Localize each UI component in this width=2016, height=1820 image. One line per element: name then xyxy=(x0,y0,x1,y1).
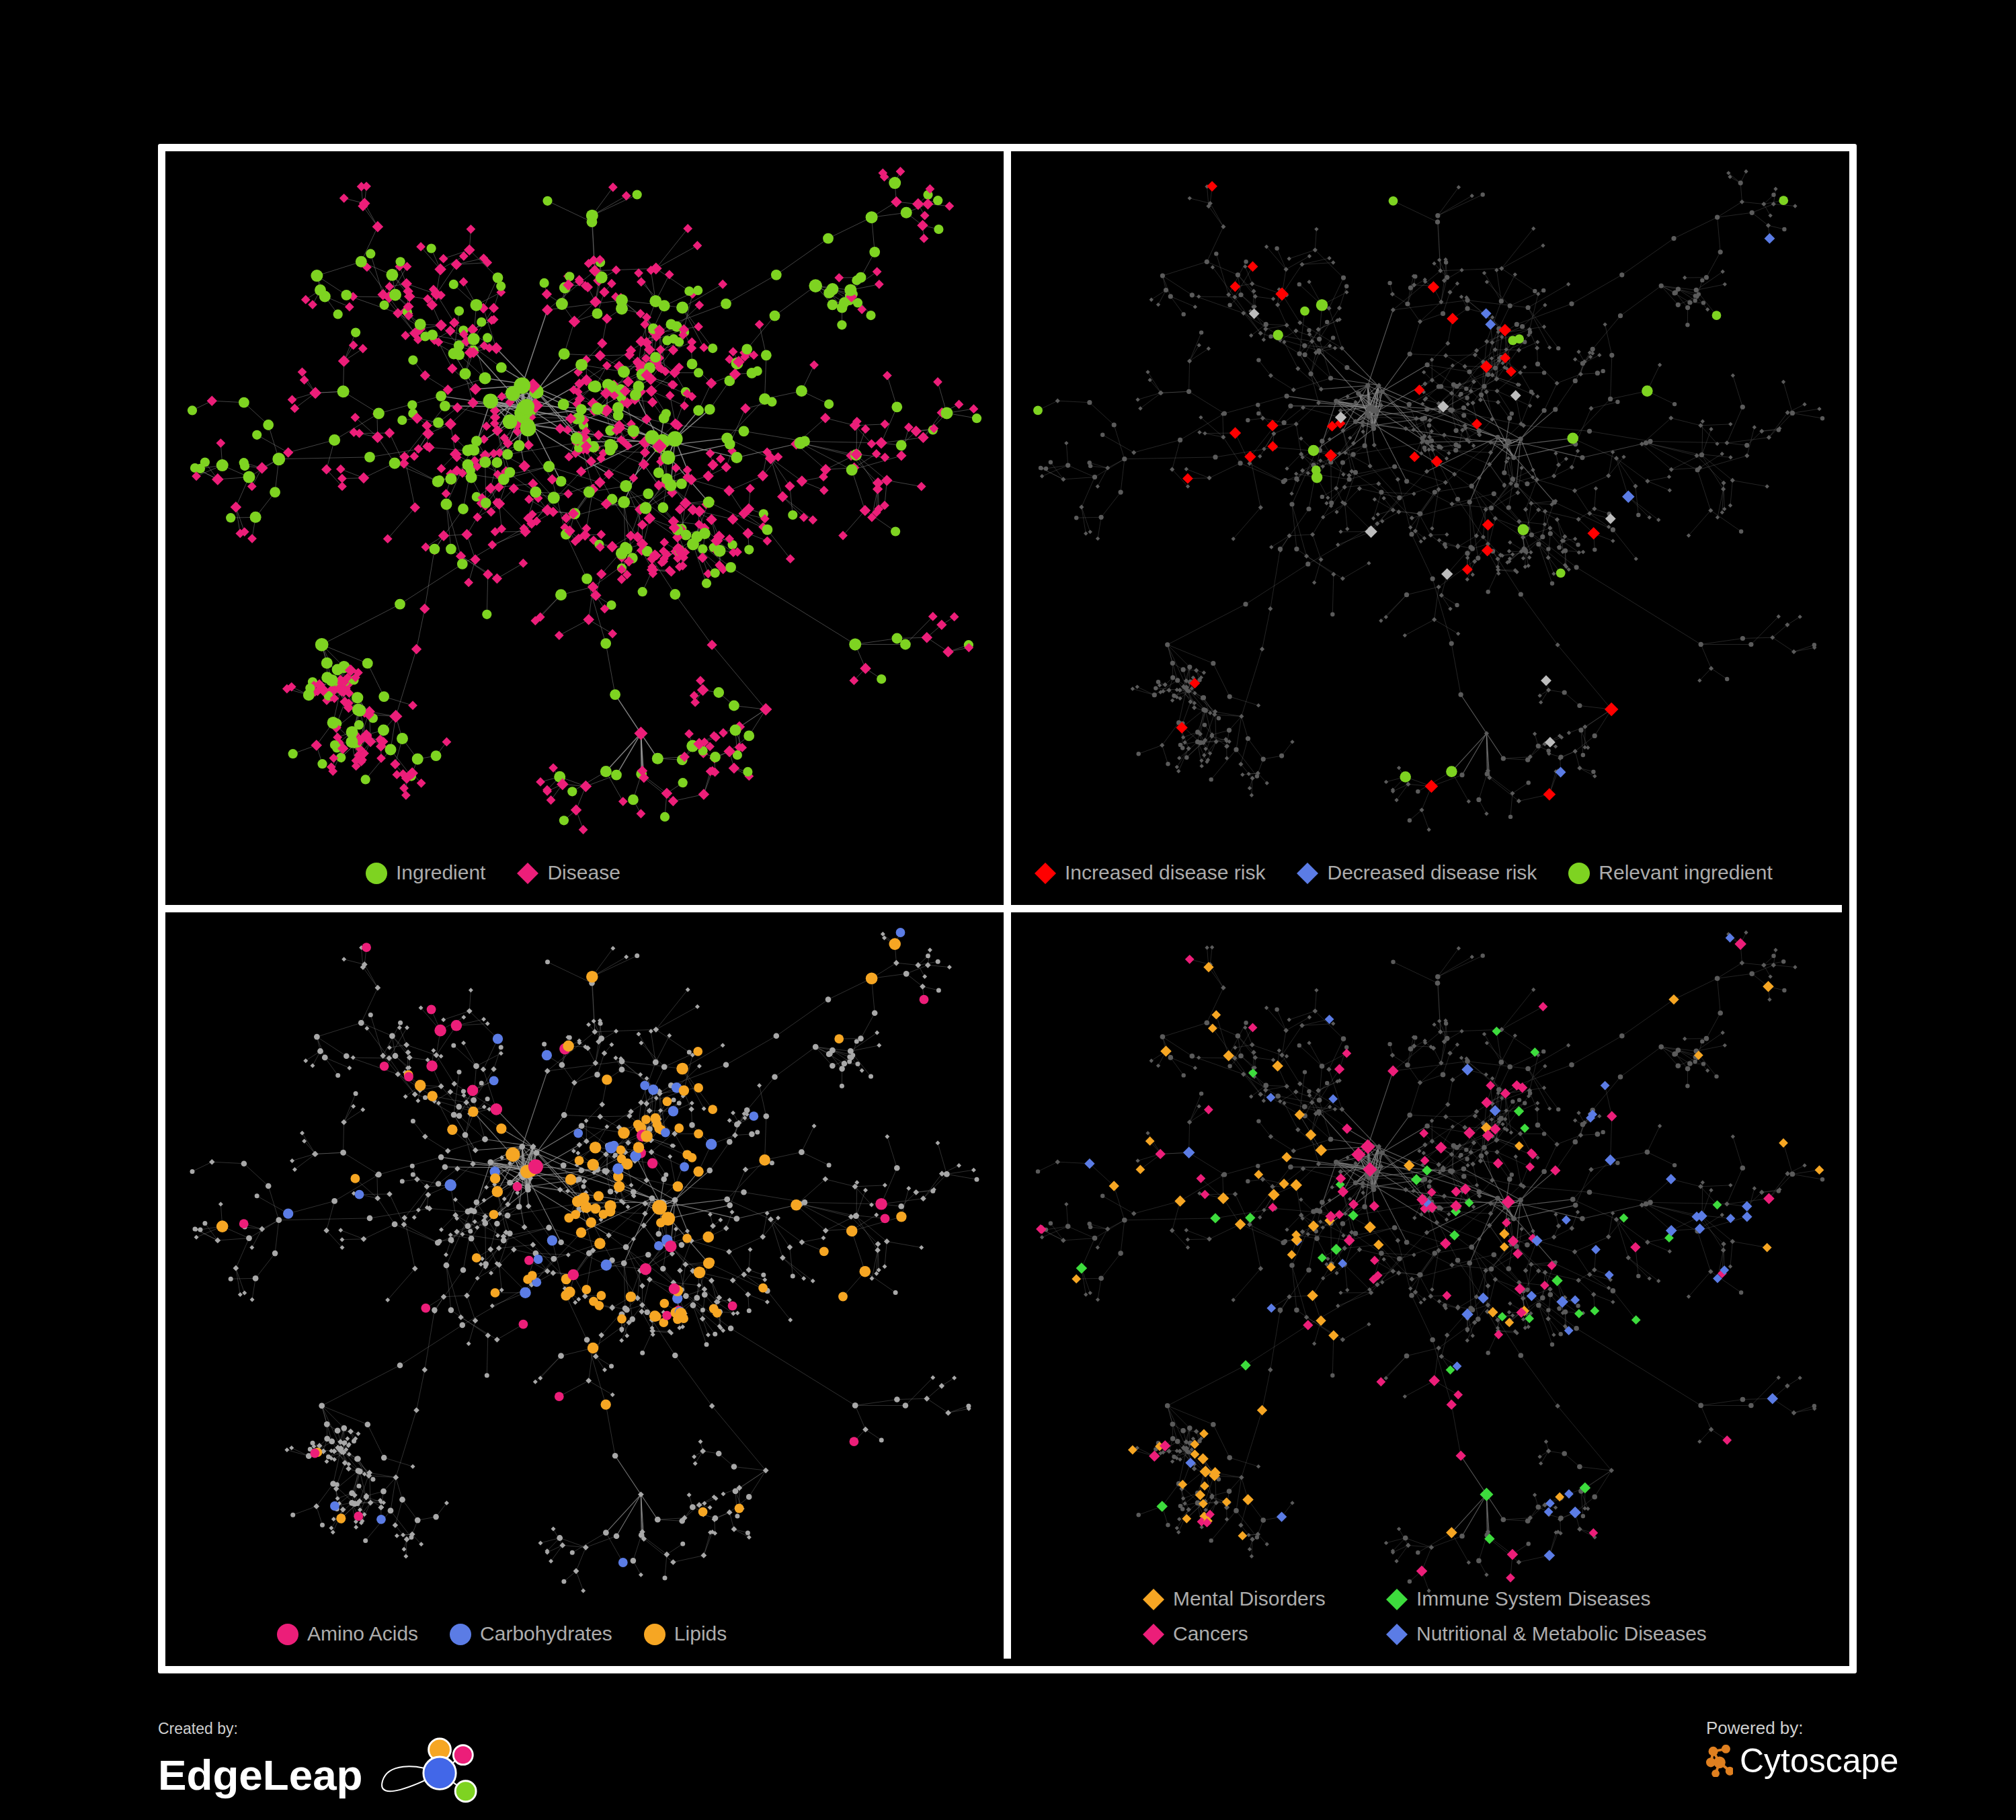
svg-text:EdgeLeap: EdgeLeap xyxy=(158,1751,363,1799)
